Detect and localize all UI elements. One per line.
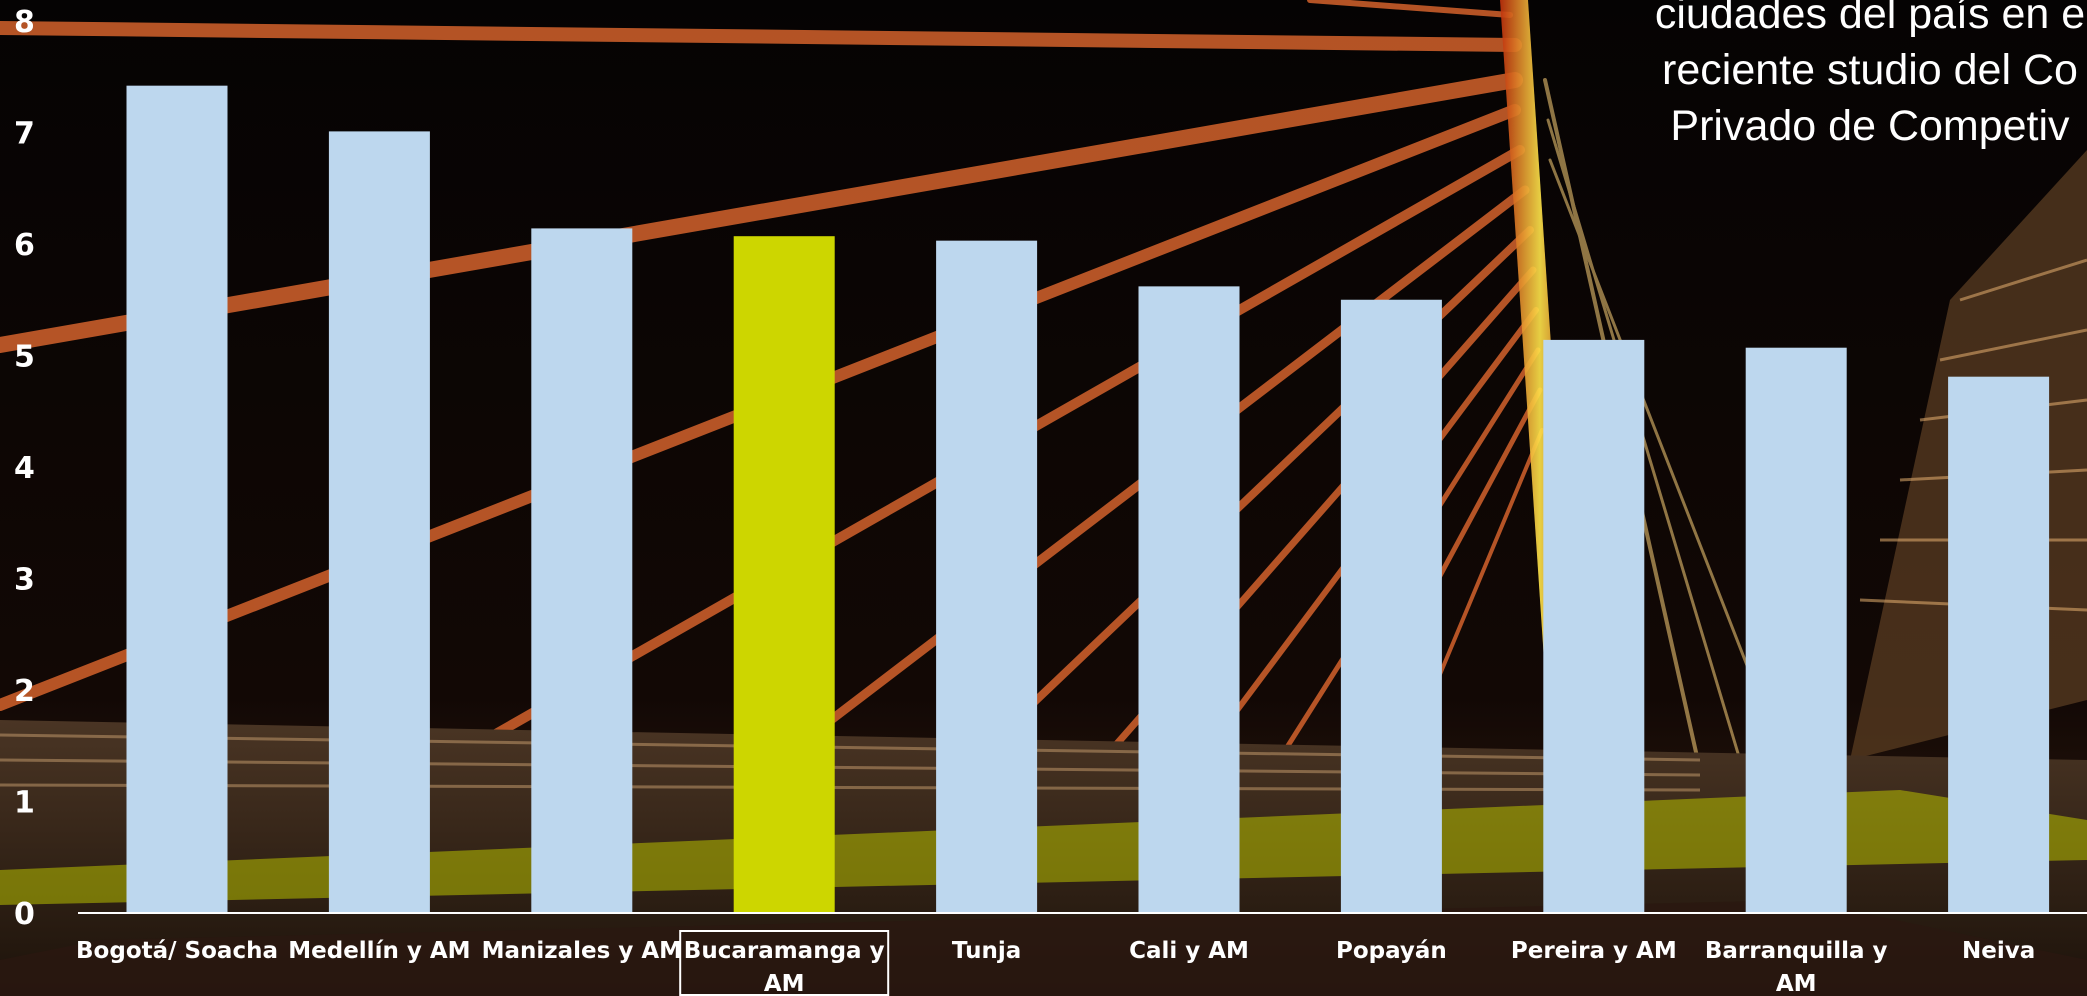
x-category-label: Bogotá/ Soacha	[76, 938, 278, 964]
x-category-label: Popayán	[1336, 938, 1447, 964]
y-tick-label: 8	[14, 5, 35, 40]
y-tick-label: 4	[14, 451, 35, 486]
bar	[1948, 376, 2050, 913]
x-category-label: Manizales y AM	[482, 938, 682, 964]
bar	[1745, 347, 1847, 913]
y-tick-label: 2	[14, 674, 35, 709]
caption-line-2: reciente studio del Co	[1662, 46, 2078, 94]
bar	[126, 85, 228, 914]
y-tick-label: 3	[14, 563, 35, 598]
y-tick-label: 5	[14, 340, 35, 375]
bar	[1138, 286, 1240, 913]
y-tick-label: 7	[14, 117, 35, 152]
highlight-label-box	[679, 930, 890, 996]
x-category-label: Medellín y AM	[288, 938, 470, 964]
bar	[1543, 339, 1645, 913]
y-tick-label: 0	[14, 897, 35, 932]
x-category-label: Pereira y AM	[1511, 938, 1677, 964]
x-category-label: Neiva	[1962, 938, 2035, 964]
x-category-label: AM	[1776, 971, 1817, 996]
bar	[1340, 299, 1442, 913]
x-category-label: Barranquilla y	[1705, 938, 1888, 964]
x-category-label: Cali y AM	[1129, 938, 1249, 964]
x-category-label: Bucaramanga y	[684, 938, 885, 964]
bar	[733, 236, 835, 913]
y-tick-label: 6	[14, 228, 35, 263]
caption-line-3: Privado de Competiv	[1670, 102, 2070, 150]
y-tick-label: 1	[14, 786, 35, 821]
x-category-label: AM	[764, 971, 805, 996]
bar	[328, 131, 430, 913]
x-category-label: Tunja	[952, 938, 1021, 964]
caption-line-1: ciudades del país en e	[1654, 0, 2086, 38]
caption-text: ciudades del país en e reciente studio d…	[1560, 0, 2087, 154]
bar	[531, 228, 633, 913]
bar	[936, 240, 1038, 913]
